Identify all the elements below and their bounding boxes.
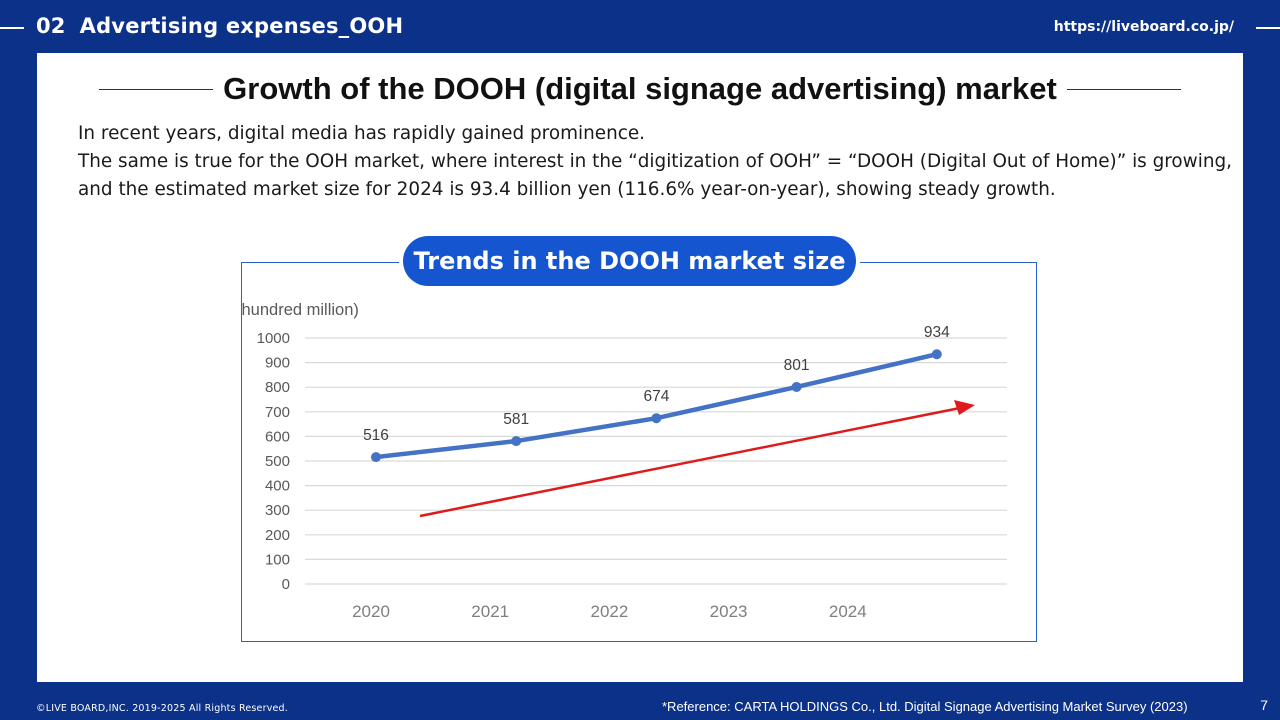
data-point (791, 381, 802, 392)
section-title: 02 Advertising expenses_OOH (36, 14, 403, 38)
y-tick-label: 600 (265, 428, 290, 445)
y-tick-label: 700 (265, 404, 290, 421)
page-number: 7 (1260, 697, 1268, 713)
description-line-3: and the estimated market size for 2024 i… (78, 179, 1056, 200)
y-tick-label: 900 (265, 355, 290, 372)
reference-note: *Reference: CARTA HOLDINGS Co., Ltd. Dig… (662, 699, 1188, 714)
copyright: ©LIVE BOARD,INC. 2019-2025 All Rights Re… (36, 703, 289, 714)
trend-arrow-head (954, 400, 975, 415)
header-bar: 02 Advertising expenses_OOH https://liveb… (0, 0, 1280, 54)
data-label: 934 (924, 324, 950, 341)
heading-row: Growth of the DOOH (digital signage adve… (99, 69, 1181, 109)
data-point (651, 413, 662, 424)
data-label: 674 (643, 388, 669, 405)
y-tick-label: 1000 (257, 330, 290, 347)
x-tick-label: 2024 (829, 602, 867, 621)
data-label: 516 (363, 427, 389, 444)
data-point (371, 452, 381, 463)
heading-rule-left (99, 88, 214, 90)
y-tick-label: 400 (265, 478, 290, 495)
y-tick-label: 100 (265, 551, 290, 568)
y-tick-label: 500 (265, 453, 290, 470)
description: In recent years, digital media has rapid… (78, 120, 1238, 204)
header-dash-right (1256, 27, 1280, 29)
y-axis-label: (hundred million) (242, 301, 359, 319)
series-line (373, 351, 940, 460)
section-number: 02 (36, 14, 66, 38)
y-tick-label: 200 (265, 527, 290, 544)
line-chart: (hundred million) 0 100 200 300 400 500 600 700 8… (242, 301, 1007, 621)
x-tick-label: 2022 (590, 602, 628, 621)
description-line-2: The same is true for the OOH market, whe… (78, 151, 1233, 172)
header-dash-left (0, 27, 24, 29)
data-point (931, 349, 942, 360)
section-title-text: Advertising expenses_OOH (79, 14, 404, 38)
data-label: 801 (784, 357, 810, 374)
trend-arrow-line (419, 406, 961, 518)
y-tick-label: 0 (282, 576, 290, 593)
x-tick-label: 2021 (471, 602, 509, 621)
heading-rule-right (1066, 88, 1181, 90)
page-title: Growth of the DOOH (digital signage adve… (223, 71, 1057, 106)
x-tick-label: 2023 (710, 602, 748, 621)
content-panel: Growth of the DOOH (digital signage adve… (37, 53, 1243, 682)
x-tick-label: 2020 (352, 602, 390, 621)
chart-title-badge: Trends in the DOOH market size (403, 236, 856, 286)
chart-frame: (hundred million) 0 100 200 300 400 500 600 700 8… (241, 262, 1037, 642)
site-url-link[interactable]: https://liveboard.co.jp/ (1053, 19, 1234, 35)
data-label: 581 (503, 411, 529, 428)
y-tick-label: 800 (265, 379, 290, 396)
y-tick-label: 300 (265, 502, 290, 519)
description-line-1: In recent years, digital media has rapid… (78, 123, 645, 144)
data-point (511, 436, 522, 447)
